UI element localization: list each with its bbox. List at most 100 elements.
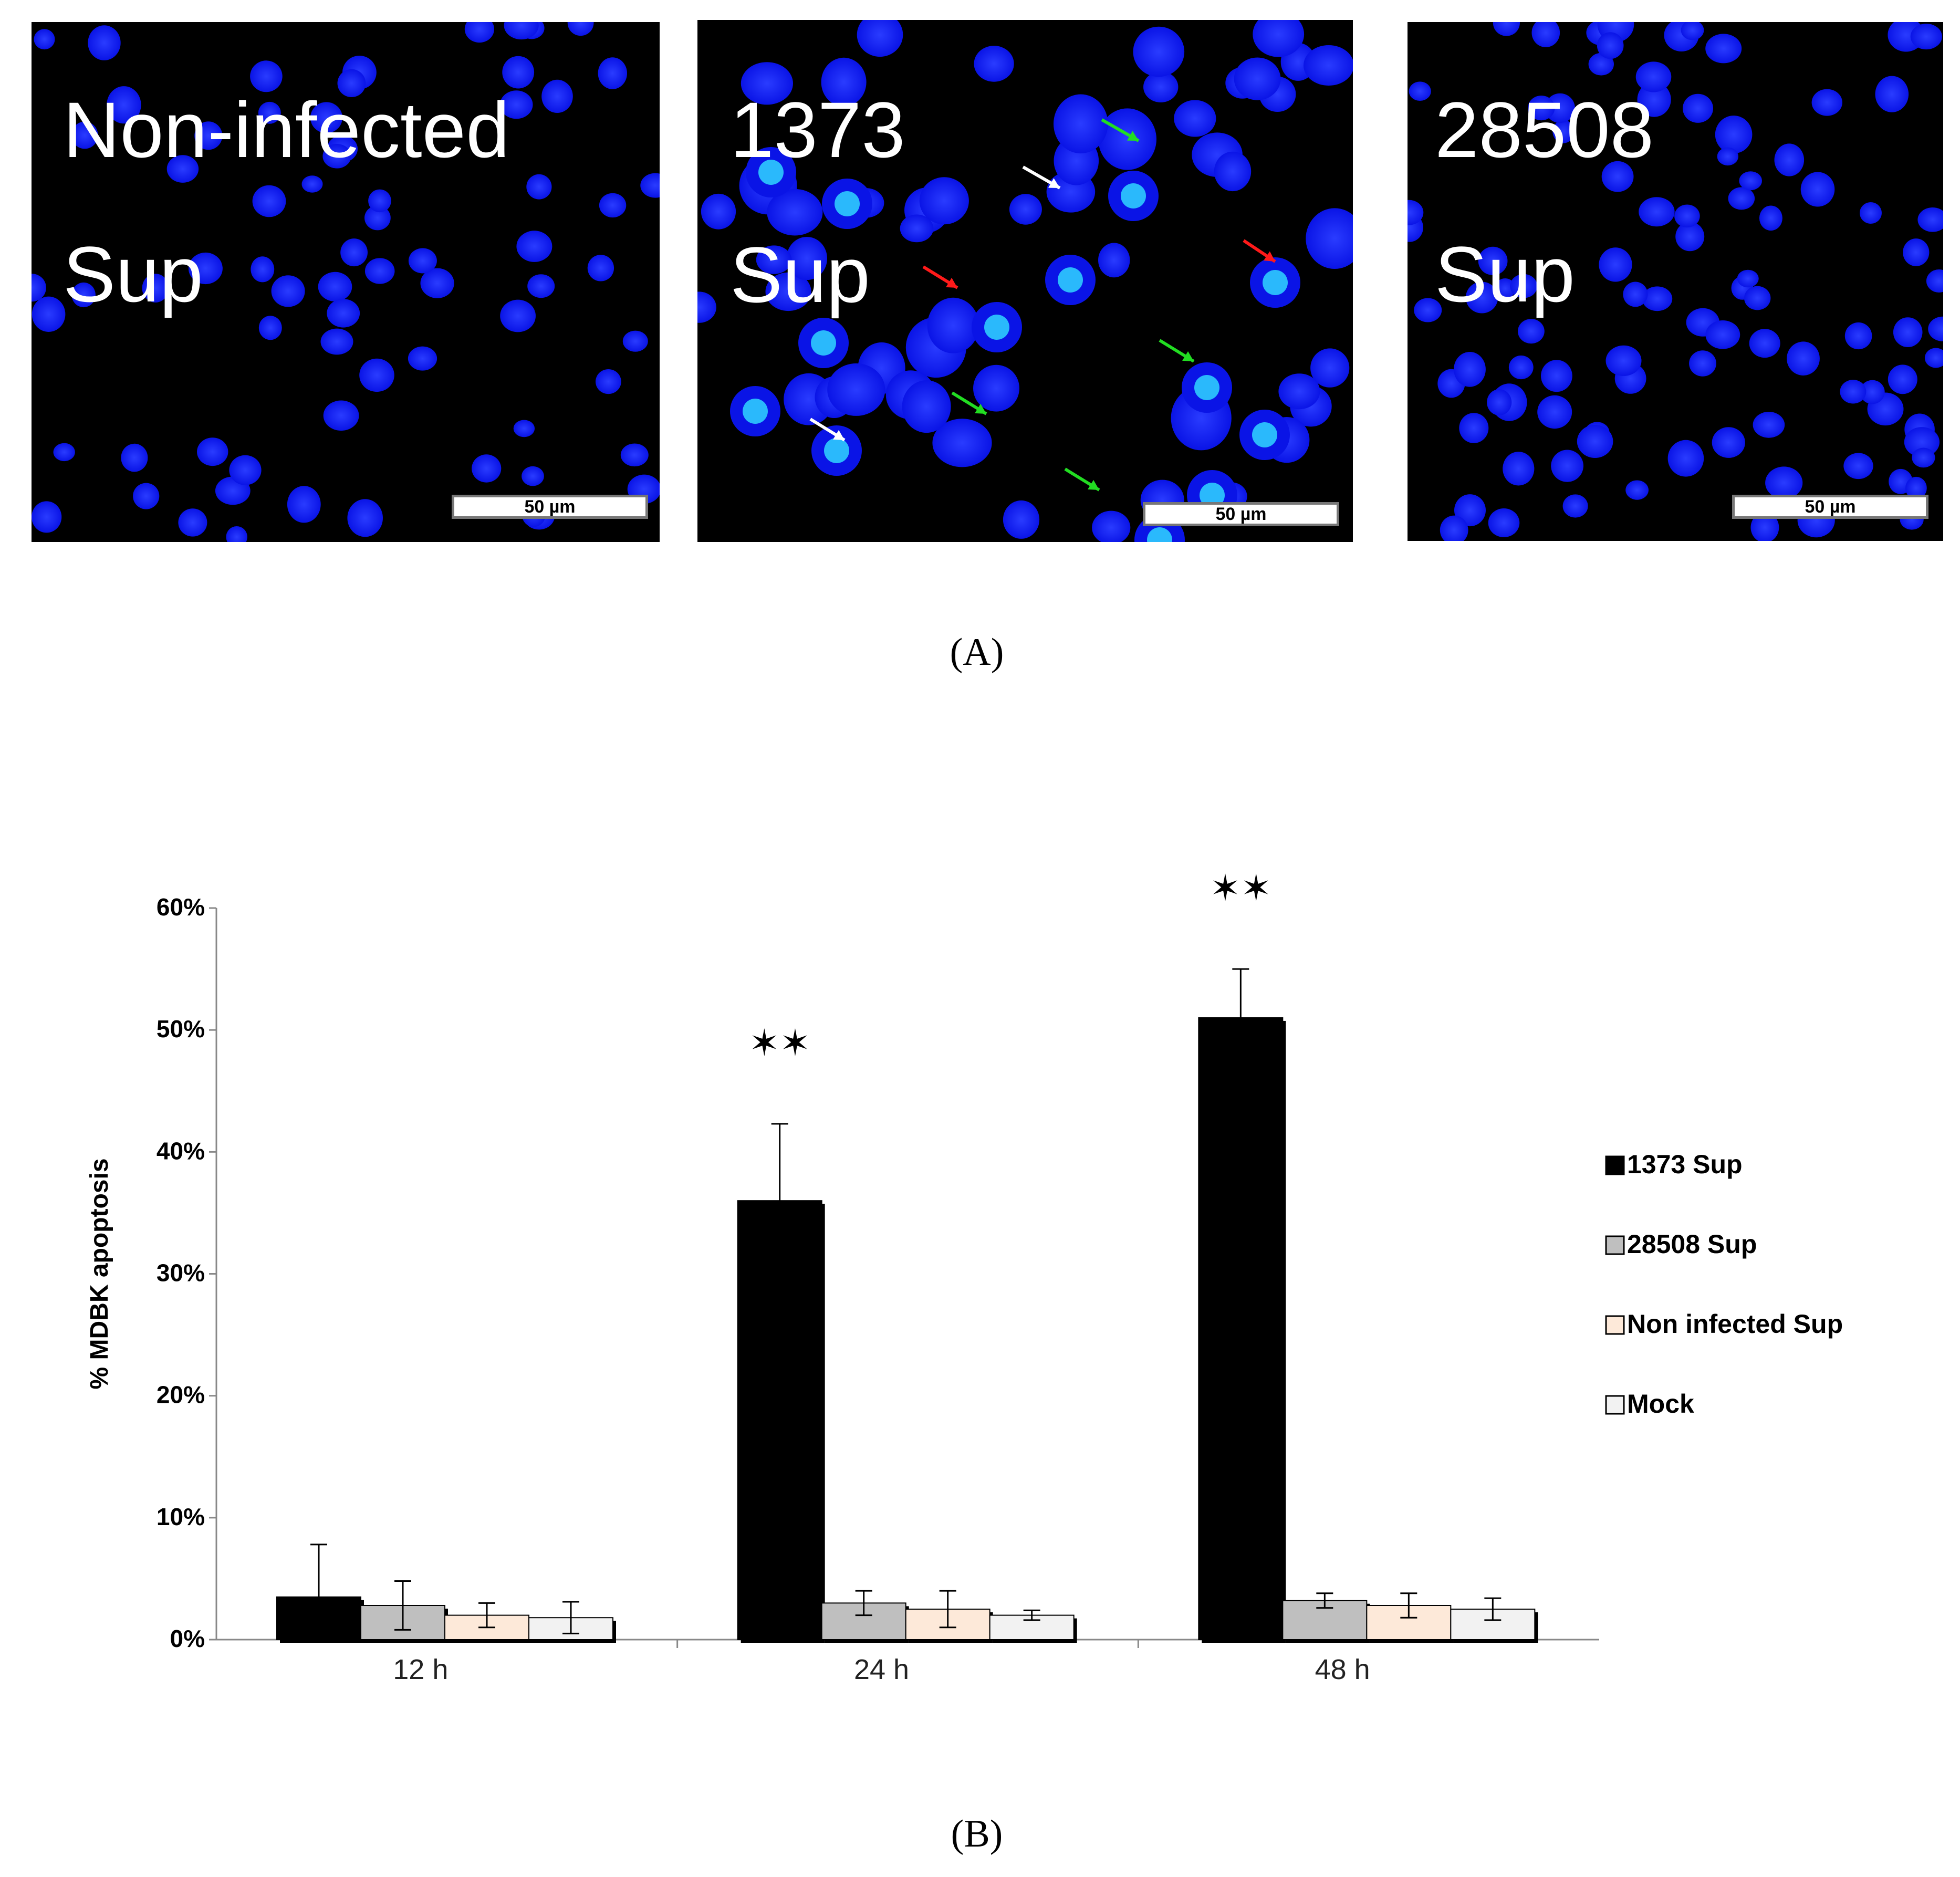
- nucleus: [502, 56, 535, 89]
- nucleus: [229, 455, 262, 485]
- nucleus: [142, 274, 169, 303]
- nucleus: [1601, 161, 1634, 192]
- nucleus: [1234, 57, 1281, 100]
- nucleus: [258, 316, 282, 340]
- nucleus: [1681, 22, 1704, 40]
- nucleus: [1541, 360, 1572, 392]
- nucleus: [526, 174, 552, 200]
- nucleus: [107, 86, 141, 124]
- nucleus: [251, 256, 275, 283]
- nucleus: [1739, 171, 1762, 191]
- nucleus: [1744, 286, 1771, 310]
- bar: [1198, 1017, 1284, 1641]
- condensed-chromatin: [984, 315, 1009, 340]
- nucleus: [1409, 81, 1431, 101]
- nucleus: [1537, 395, 1572, 429]
- scale-bar: 50 µm: [1732, 495, 1928, 519]
- nucleus: [1840, 380, 1867, 404]
- nucleus: [622, 330, 648, 352]
- x-tick-label: 48 h: [1315, 1654, 1370, 1685]
- nucleus: [1737, 269, 1759, 288]
- nucleus: [587, 255, 614, 281]
- nucleus: [1860, 380, 1885, 404]
- nucleus: [1528, 96, 1555, 121]
- nucleus: [1715, 116, 1753, 154]
- panel-label-line1: Non-infected: [63, 86, 510, 174]
- nucleus: [1705, 320, 1740, 349]
- micrograph-1373: 1373 Sup 50 µm: [697, 20, 1353, 542]
- nucleus: [1488, 508, 1520, 537]
- nucleus: [310, 102, 342, 133]
- condensed-chromatin: [1121, 183, 1146, 208]
- nucleus: [1577, 425, 1613, 458]
- y-tick-label: 60%: [157, 893, 205, 921]
- nucleus: [974, 46, 1014, 82]
- nucleus: [226, 526, 247, 542]
- nucleus: [620, 443, 649, 467]
- nucleus: [1552, 120, 1575, 143]
- nucleus: [1893, 317, 1923, 347]
- nucleus: [1487, 389, 1512, 415]
- nucleus: [500, 299, 536, 332]
- nucleus: [1478, 246, 1508, 275]
- micrograph-28508: 28508 Sup 50 µm: [1408, 22, 1943, 541]
- nucleus: [1765, 466, 1803, 499]
- nucleus: [1674, 204, 1700, 228]
- arrow-head: [1264, 251, 1275, 262]
- legend-swatch: [1605, 1315, 1625, 1335]
- nucleus: [932, 419, 992, 467]
- nucleus: [1003, 500, 1040, 539]
- legend-label: 28508 Sup: [1627, 1229, 1757, 1259]
- nucleus: [1625, 480, 1649, 500]
- nucleus: [1304, 45, 1353, 86]
- nucleus: [1253, 20, 1305, 57]
- scale-bar: 50 µm: [452, 495, 648, 519]
- condensed-chromatin: [811, 330, 836, 356]
- nucleus: [1493, 22, 1520, 36]
- nucleus: [767, 189, 823, 236]
- nucleus: [1054, 94, 1108, 154]
- legend-label: 1373 Sup: [1627, 1150, 1743, 1179]
- nucleus: [188, 252, 223, 285]
- nucleus: [1683, 93, 1713, 123]
- nucleus: [1667, 440, 1704, 477]
- arrow-head: [975, 403, 986, 414]
- nucleus: [1811, 89, 1842, 116]
- nucleus: [1912, 447, 1935, 468]
- nucleus: [1926, 269, 1943, 293]
- nucleus: [522, 466, 544, 486]
- nucleus: [464, 22, 494, 43]
- nucleus: [287, 486, 321, 523]
- nucleus: [1717, 147, 1738, 166]
- y-tick-label: 20%: [157, 1381, 205, 1409]
- x-tick-label: 24 h: [854, 1654, 909, 1685]
- nucleus: [250, 60, 283, 92]
- nucleus: [1705, 34, 1742, 64]
- nucleus: [1562, 494, 1588, 518]
- nucleus: [1174, 100, 1216, 137]
- panel-label-line2: Sup: [730, 231, 870, 319]
- panel-b-caption: (B): [951, 1812, 1003, 1855]
- nucleus: [364, 205, 391, 231]
- nucleus: [596, 369, 621, 394]
- panel-label-line1: 28508: [1435, 86, 1654, 174]
- nucleus: [1749, 329, 1780, 358]
- nucleus: [857, 20, 903, 57]
- nucleus: [1875, 76, 1909, 112]
- nucleus: [1844, 322, 1872, 350]
- nucleus: [1905, 476, 1927, 499]
- nucleus: [1753, 412, 1785, 438]
- nucleus: [1903, 238, 1930, 266]
- nucleus: [1414, 298, 1442, 322]
- nucleus: [1508, 355, 1534, 380]
- nucleus: [973, 364, 1019, 412]
- nucleus: [320, 328, 353, 355]
- arrow-head: [1088, 479, 1099, 490]
- nucleus: [1605, 345, 1642, 377]
- nuclei-field: [32, 22, 660, 542]
- panel-a-caption: (A): [950, 631, 1004, 674]
- nucleus: [420, 268, 454, 298]
- nucleus: [323, 400, 359, 431]
- nucleus: [741, 62, 793, 105]
- nucleus: [599, 193, 627, 218]
